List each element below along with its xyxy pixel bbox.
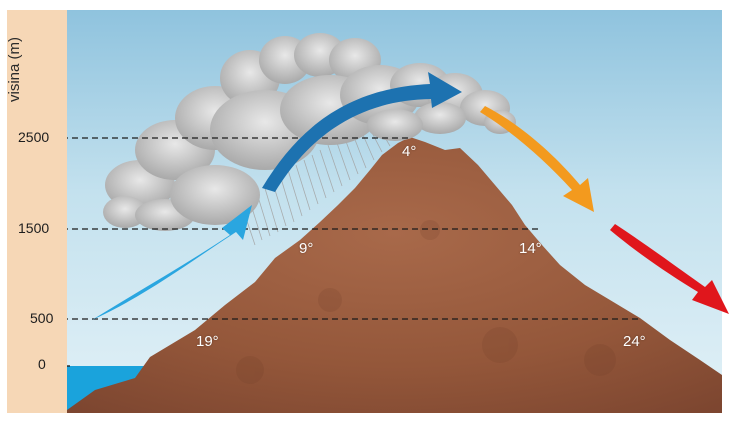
temp-windward-500: 19° — [196, 333, 219, 350]
tick-500: 500 — [30, 310, 54, 326]
arrow-warm-dry-air — [610, 224, 729, 314]
altitude-axis-strip — [7, 10, 67, 413]
temp-leeward-1500: 14° — [519, 240, 542, 257]
tick-1500: 1500 — [18, 220, 50, 236]
cloud — [103, 33, 516, 231]
tick-2500: 2500 — [18, 129, 50, 145]
mountain-texture — [236, 220, 616, 384]
mountain — [67, 137, 722, 413]
temp-summit-2500: 4° — [402, 143, 417, 160]
arrow-descending-warming-air — [480, 106, 594, 212]
temp-leeward-500: 24° — [623, 333, 646, 350]
altitude-axis-title: visina (m) — [6, 36, 23, 102]
temp-windward-1500: 9° — [299, 240, 314, 257]
arrow-summit-air — [262, 72, 462, 192]
tick-0: 0 — [38, 356, 46, 372]
